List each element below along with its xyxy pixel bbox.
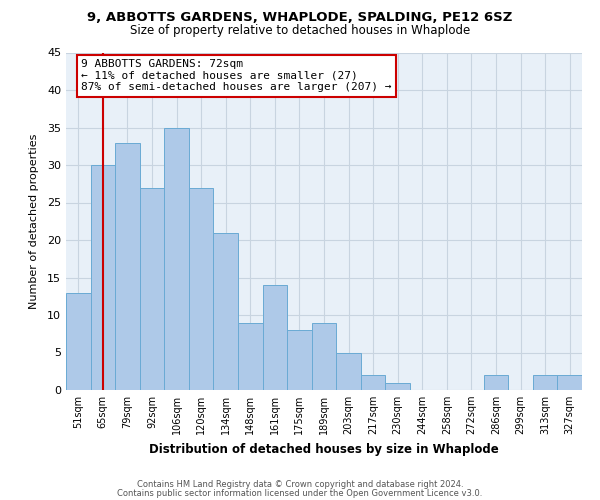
Y-axis label: Number of detached properties: Number of detached properties: [29, 134, 38, 309]
X-axis label: Distribution of detached houses by size in Whaplode: Distribution of detached houses by size …: [149, 442, 499, 456]
Bar: [214, 232, 238, 390]
Bar: [312, 322, 336, 390]
Bar: [557, 375, 582, 390]
Bar: [484, 375, 508, 390]
Bar: [361, 375, 385, 390]
Bar: [189, 188, 214, 390]
Bar: [533, 375, 557, 390]
Bar: [336, 352, 361, 390]
Text: Contains HM Land Registry data © Crown copyright and database right 2024.: Contains HM Land Registry data © Crown c…: [137, 480, 463, 489]
Bar: [238, 322, 263, 390]
Bar: [115, 142, 140, 390]
Bar: [91, 165, 115, 390]
Bar: [287, 330, 312, 390]
Bar: [140, 188, 164, 390]
Bar: [263, 285, 287, 390]
Text: 9, ABBOTTS GARDENS, WHAPLODE, SPALDING, PE12 6SZ: 9, ABBOTTS GARDENS, WHAPLODE, SPALDING, …: [88, 11, 512, 24]
Text: Contains public sector information licensed under the Open Government Licence v3: Contains public sector information licen…: [118, 488, 482, 498]
Text: 9 ABBOTTS GARDENS: 72sqm
← 11% of detached houses are smaller (27)
87% of semi-d: 9 ABBOTTS GARDENS: 72sqm ← 11% of detach…: [82, 59, 392, 92]
Text: Size of property relative to detached houses in Whaplode: Size of property relative to detached ho…: [130, 24, 470, 37]
Bar: [164, 128, 189, 390]
Bar: [66, 292, 91, 390]
Bar: [385, 382, 410, 390]
